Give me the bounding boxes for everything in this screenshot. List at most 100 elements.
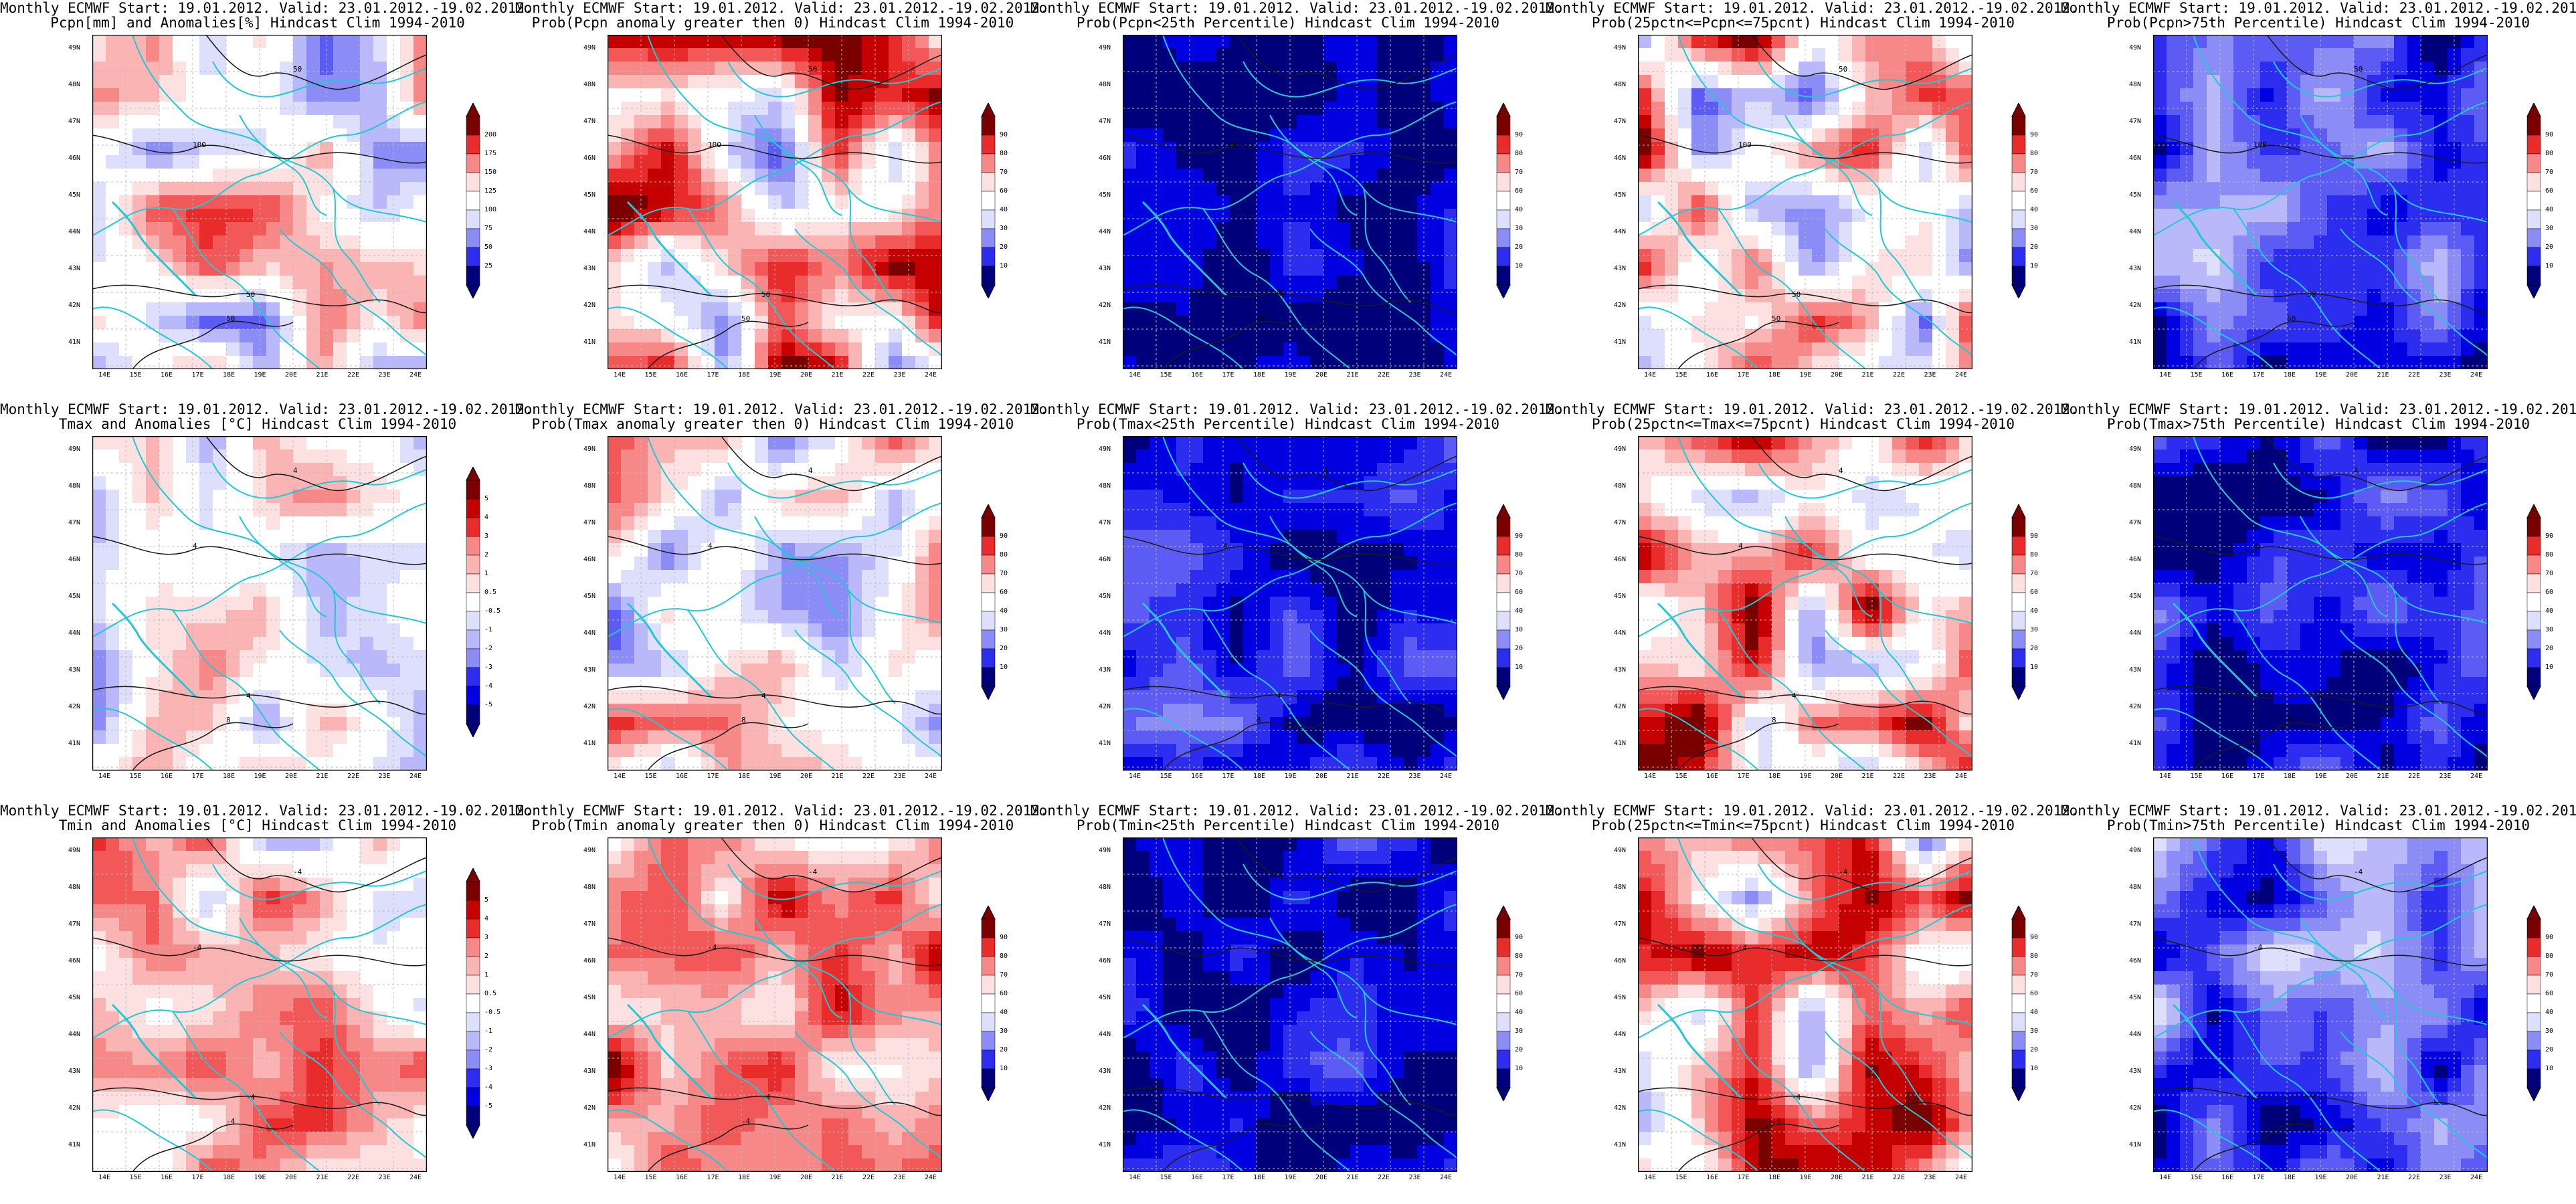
field-cell [1919, 302, 1933, 316]
field-cell [915, 276, 929, 290]
field-cell [741, 597, 755, 611]
field-cell [875, 88, 889, 102]
field-cell [1136, 75, 1150, 89]
field-cell [1444, 195, 1457, 209]
field-cell [1665, 35, 1679, 49]
field-cell [306, 262, 320, 276]
field-cell [92, 48, 106, 62]
colorbar-segment [981, 573, 996, 593]
field-cell [1839, 182, 1853, 196]
field-cell [2193, 302, 2207, 316]
field-cell [320, 182, 334, 196]
field-cell [848, 583, 862, 597]
field-cell [1230, 182, 1244, 196]
field-cell [1651, 182, 1665, 196]
field-cell [634, 302, 648, 316]
field-cell [2461, 195, 2475, 209]
field-cell [621, 356, 635, 369]
field-cell [1758, 222, 1772, 236]
contour-line [1123, 284, 1457, 314]
field-cell [293, 490, 307, 504]
field-cell [1651, 262, 1665, 276]
field-cell [2394, 155, 2408, 169]
field-cell [400, 543, 414, 557]
field-cell [1257, 342, 1271, 357]
lat-label: 44N [583, 629, 596, 637]
field-cell [306, 88, 320, 102]
field-cell [333, 155, 347, 169]
field-cell [808, 717, 822, 731]
field-cell [2153, 356, 2167, 369]
field-cell [2260, 235, 2274, 249]
field-cell [1946, 155, 1960, 169]
field-cell [2233, 222, 2247, 236]
field-cell [387, 436, 401, 450]
field-cell [1123, 289, 1137, 303]
field-cell [2287, 195, 2301, 209]
field-cell [1390, 102, 1404, 116]
field-cell [400, 597, 414, 611]
field-cell [1444, 316, 1457, 330]
colorbar-label: 70 [2545, 169, 2554, 176]
lon-label: 22E [347, 773, 360, 780]
field-cell [2314, 195, 2328, 209]
contour-label: 50 [761, 290, 770, 299]
field-cell [835, 276, 849, 290]
field-cell [755, 557, 769, 571]
field-cell [2287, 169, 2301, 183]
lon-label: 21E [831, 371, 844, 379]
field-cell [173, 570, 187, 584]
field-cell [1946, 35, 1960, 49]
field-cell [674, 62, 688, 76]
field-cell [293, 516, 307, 530]
field-cell [848, 342, 862, 357]
field-cell [755, 48, 769, 62]
field-cell [306, 516, 320, 530]
field-cell [608, 289, 622, 303]
colorbar-label: 40 [1000, 206, 1008, 213]
field-cell [1404, 128, 1418, 142]
field-cell [106, 463, 120, 477]
field-cell [1772, 342, 1786, 357]
field-cell [674, 342, 688, 357]
colorbar-segment [981, 517, 996, 537]
field-cell [915, 463, 929, 477]
field-cell [1123, 155, 1137, 169]
field-cell [1825, 289, 1839, 303]
field-cell [199, 677, 213, 691]
lon-label: 23E [1924, 371, 1936, 379]
field-cell [915, 449, 929, 464]
field-cell [360, 664, 374, 678]
field-cell [1377, 182, 1391, 196]
field-cell [119, 690, 133, 704]
lon-label: 21E [1861, 371, 1874, 379]
colorbar-label: -5 [484, 701, 493, 708]
field-cell [226, 235, 240, 249]
contour-label: 50 [1257, 314, 1265, 323]
field-cell [822, 543, 836, 557]
field-cell [755, 730, 769, 744]
field-cell [1879, 276, 1893, 290]
field-cell [226, 182, 240, 196]
field-cell [661, 128, 675, 142]
field-cell [320, 530, 334, 544]
field-cell [1176, 302, 1190, 316]
field-cell [1297, 209, 1311, 223]
field-cell [822, 128, 836, 142]
colorbar-segment [466, 191, 480, 211]
field-cell [755, 235, 769, 249]
field-cell [333, 249, 347, 263]
field-cell [1638, 75, 1652, 89]
field-cell [875, 222, 889, 236]
field-cell [320, 597, 334, 611]
field-cell [929, 142, 942, 156]
field-cell [1705, 142, 1719, 156]
field-cell [1364, 262, 1378, 276]
field-cell [1350, 35, 1364, 49]
field-cell [159, 302, 173, 316]
field-cell [1176, 35, 1190, 49]
field-cell [2434, 128, 2448, 142]
field-cell [755, 209, 769, 223]
field-cell [92, 169, 106, 183]
field-cell [146, 182, 160, 196]
